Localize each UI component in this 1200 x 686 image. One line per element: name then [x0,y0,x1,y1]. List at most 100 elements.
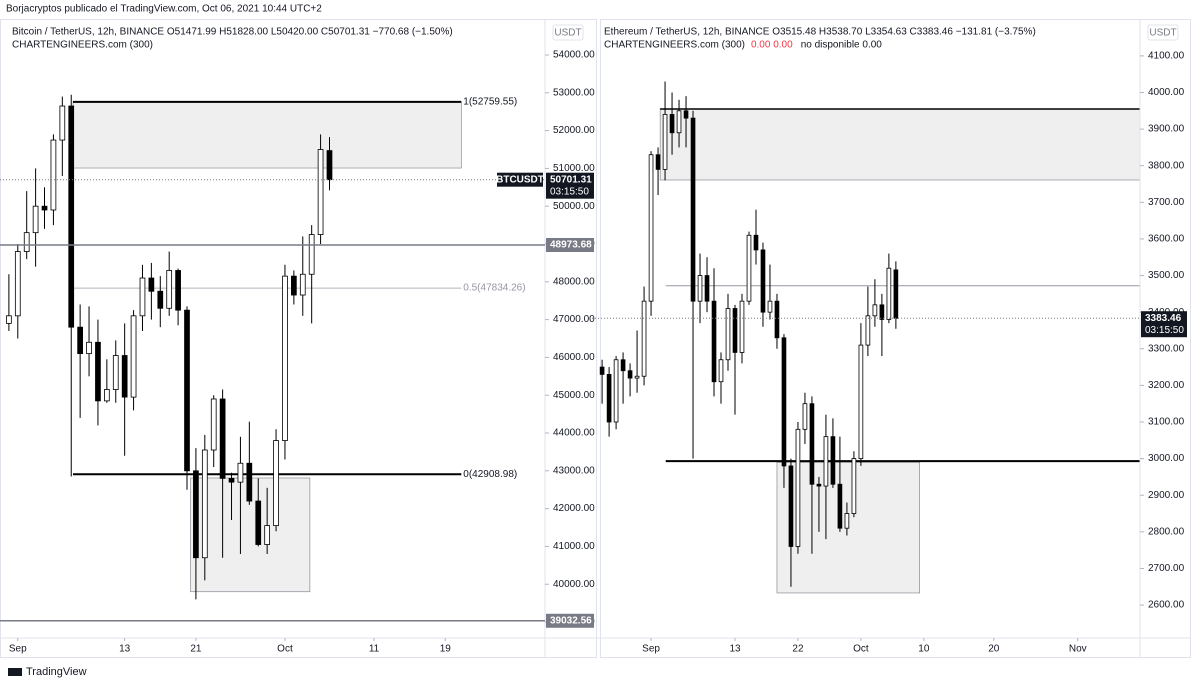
candle-body [634,375,640,379]
candle-body [246,462,253,502]
candle-body [893,269,899,319]
brand-logo [8,668,22,676]
candle-body [823,436,829,487]
candle-body [130,315,137,398]
candle-body [669,114,675,134]
legend-value: no disponible 0.00 [801,40,883,51]
y-tick-label: 3500.00 [1148,270,1185,281]
candle-body [830,436,836,485]
price-tag [546,613,594,628]
candle-body [77,326,83,355]
price-tag-label: 48973.68 [550,240,592,251]
panel-frame [600,19,1191,658]
x-tick-label: 21 [190,644,202,655]
candle-body [641,300,647,377]
candle-body [184,309,190,472]
price-tag [546,238,594,253]
y-tick-label: 51000.00 [553,163,595,174]
y-tick-label: 47000.00 [553,314,595,325]
candle-body [326,150,333,181]
y-tick-label: 50000.00 [553,201,595,212]
candle-body [14,251,21,317]
candle-body [760,249,766,313]
candle-body [774,300,780,339]
y-tick-label: 44000.00 [553,428,595,439]
zone [659,108,1140,181]
zone [72,101,462,169]
x-tick-label: Oct [853,644,869,655]
candle-body [228,477,235,483]
y-tick-label: 40000.00 [553,579,595,590]
y-tick-label: 3000.00 [1148,453,1185,464]
y-tick-label: 3700.00 [1148,197,1185,208]
x-tick-label: Nov [1069,644,1087,655]
symbol-label: BTCUSDT [496,174,544,185]
candle-body [95,341,101,402]
candle-body [851,458,857,514]
candle-body [732,308,738,353]
symbol-tag [497,172,543,187]
candle-body [32,205,39,234]
candle-body [193,470,199,559]
level-label: 0(42908.98) [463,469,517,480]
y-tick-label: 2600.00 [1148,600,1185,611]
candle-body [788,465,794,547]
logo-mark [8,668,22,676]
candle-body [879,304,885,320]
candle-body [166,270,173,309]
author-line: Borjacryptos publicado el TradingView.co… [6,4,322,15]
candle-body [704,275,710,302]
candle-body [872,304,878,317]
candle-body [613,359,619,423]
x-tick-label: 20 [988,644,1000,655]
x-tick-label: 13 [729,644,741,655]
candle-body [68,105,75,328]
candle-body [739,300,745,353]
candle-body [795,428,801,547]
y-tick-label: 3100.00 [1148,417,1185,428]
candle-body [264,525,270,545]
y-tick-label: 3300.00 [1148,343,1185,354]
candle-body [690,117,696,302]
candle-body [255,500,262,545]
legend-title: Bitcoin / TetherUS, 12h, BINANCE O51471.… [12,27,453,38]
x-tick-label: 11 [369,644,380,655]
currency: USDT [1149,28,1176,39]
y-tick-label: 3600.00 [1148,234,1185,245]
currency-box [1147,24,1179,41]
x-tick-label: 10 [918,644,930,655]
level-label: 0.5(47834.26) [463,283,525,294]
legend-value: 0.00 0.00 [751,40,793,51]
candle-body [781,337,787,467]
candle-body [23,232,30,252]
candle-body [148,277,155,292]
candle-body [767,300,773,313]
y-tick-label: 2900.00 [1148,490,1185,501]
y-tick-label: 3200.00 [1148,380,1185,391]
x-tick-label: Oct [277,644,293,655]
candle-body [41,205,48,211]
y-tick-label: 2800.00 [1148,526,1185,537]
y-tick-label: 48000.00 [553,276,595,287]
candle-body [753,234,759,251]
candle-body [299,273,306,296]
candle-body [697,275,703,302]
plot [6,94,462,600]
candle-body [219,398,226,479]
legend-subtitle: CHARTENGINEERS.com (300) [12,40,153,51]
y-tick-label: 4100.00 [1148,51,1185,62]
y-tick-label: 3800.00 [1148,160,1185,171]
candle-body [648,154,654,302]
candle-body [237,462,244,483]
candle-body [725,308,731,361]
candle-body [282,275,288,441]
candle-body [599,366,605,375]
candle-body [683,110,689,119]
candle-body [655,154,661,170]
last-price-tag [1141,311,1187,338]
currency-box [552,24,584,41]
candle-body [50,139,57,211]
y-tick-label: 54000.00 [553,50,595,61]
candle-body [662,114,668,170]
candle-body [627,370,633,379]
